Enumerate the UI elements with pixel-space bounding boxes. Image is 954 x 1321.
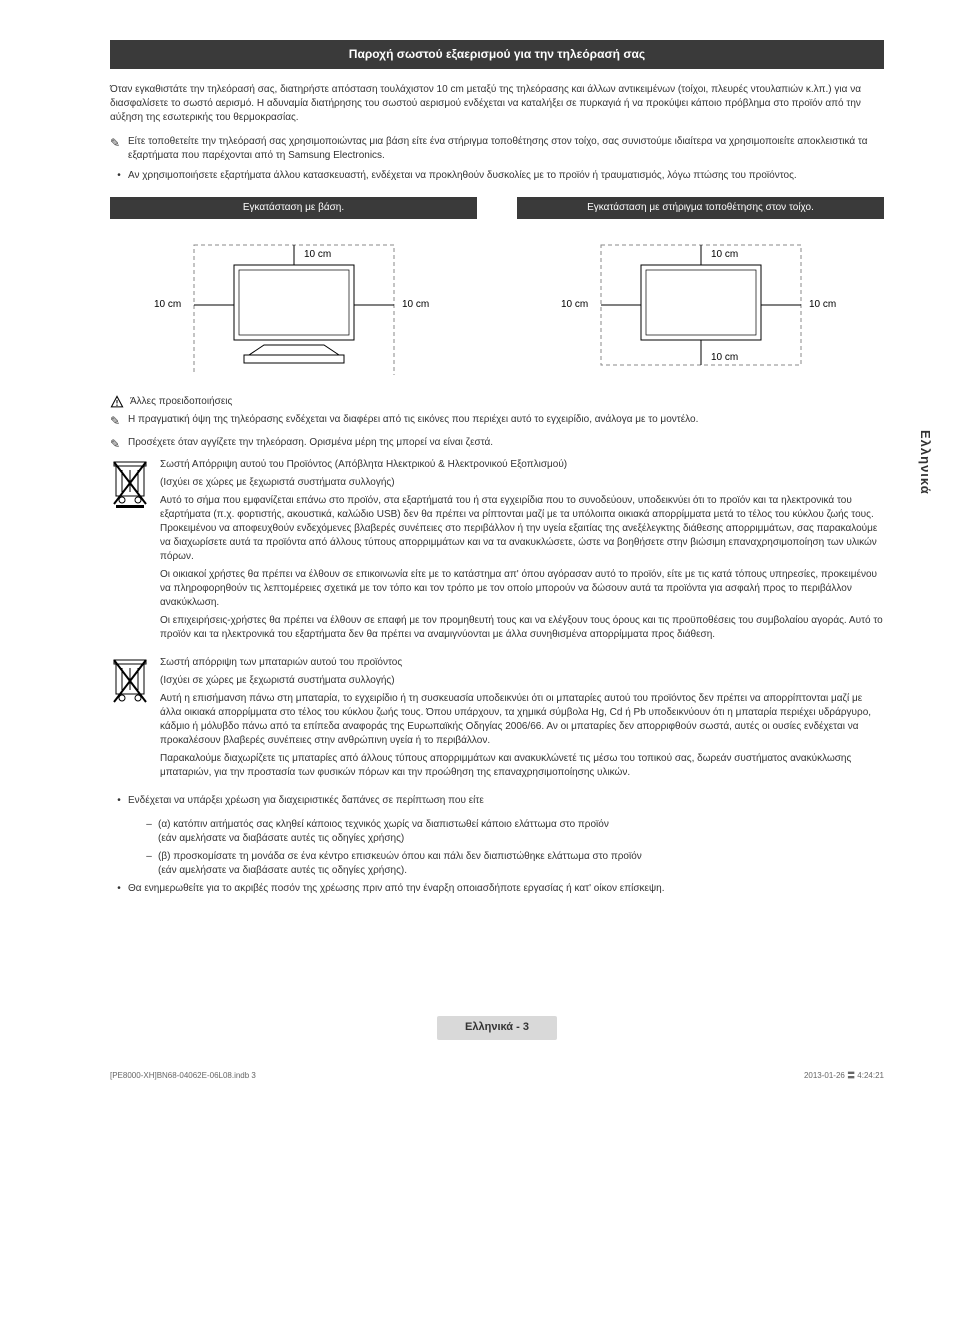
charge-a-text: (α) κατόπιν αιτήματός σας κληθεί κάποιος… — [158, 818, 609, 832]
disposal-p3: Οι επιχειρήσεις-χρήστες θα πρέπει να έλθ… — [160, 614, 884, 642]
disposal-block-battery: Σωστή απόρριψη των μπαταριών αυτού του π… — [110, 656, 884, 784]
intro-paragraph: Όταν εγκαθιστάτε την τηλεόρασή σας, διατ… — [110, 83, 884, 125]
wall-diagram-block: Εγκατάσταση με στήριγμα τοποθέτησης στον… — [517, 197, 884, 375]
warning-heading-row: Άλλες προειδοποιήσεις — [110, 395, 884, 409]
bullet-line-1: • Αν χρησιμοποιήσετε εξαρτήματα άλλου κα… — [110, 169, 884, 183]
svg-text:10 cm: 10 cm — [402, 299, 429, 310]
disposal-title: Σωστή απόρριψη των μπαταριών αυτού του π… — [160, 656, 884, 670]
note-line-3: ✎ Προσέχετε όταν αγγίζετε την τηλεόραση.… — [110, 436, 884, 453]
note-icon: ✎ — [110, 135, 128, 152]
svg-text:10 cm: 10 cm — [561, 299, 588, 310]
disposal-p1: Αυτή η επισήμανση πάνω στη μπαταρία, το … — [160, 692, 884, 748]
disposal-p1: Αυτό το σήμα που εμφανίζεται επάνω στο π… — [160, 494, 884, 564]
dash-icon: – — [140, 818, 158, 846]
charge-b-sub: (εάν αμελήσατε να διαβάσατε αυτές τις οδ… — [158, 864, 642, 878]
section-header: Παροχή σωστού εξαερισμού για την τηλεόρα… — [110, 40, 884, 69]
diagram-row: Εγκατάσταση με βάση. 10 cm 10 cm 10 cm Ε… — [110, 197, 884, 375]
meta-right: 2013-01-26 〓 4:24:21 — [804, 1070, 884, 1081]
disposal-scope: (Ισχύει σε χώρες με ξεχωριστά συστήματα … — [160, 674, 884, 688]
bullet-icon: • — [110, 794, 128, 808]
note-text: Είτε τοποθετείτε την τηλεόρασή σας χρησι… — [128, 135, 884, 163]
bottom-meta-row: [PE8000-XH]BN68-04062E-06L08.indb 3 2013… — [110, 1070, 884, 1081]
svg-text:10 cm: 10 cm — [809, 299, 836, 310]
stand-diagram-svg: 10 cm 10 cm 10 cm — [144, 235, 444, 375]
charge-final-line: • Θα ενημερωθείτε για το ακριβές ποσόν τ… — [110, 882, 884, 896]
charge-intro-text: Ενδέχεται να υπάρξει χρέωση για διαχειρι… — [128, 794, 484, 808]
wall-diagram-title: Εγκατάσταση με στήριγμα τοποθέτησης στον… — [517, 197, 884, 219]
charge-item-a: – (α) κατόπιν αιτήματός σας κληθεί κάποι… — [140, 818, 884, 846]
svg-text:10 cm: 10 cm — [711, 249, 738, 260]
note-line-2: ✎ Η πραγματική όψη της τηλεόρασης ενδέχε… — [110, 413, 884, 430]
disposal-p2: Οι οικιακοί χρήστες θα πρέπει να έλθουν … — [160, 568, 884, 610]
disposal-scope: (Ισχύει σε χώρες με ξεχωριστά συστήματα … — [160, 476, 884, 490]
note-text: Η πραγματική όψη της τηλεόρασης ενδέχετα… — [128, 413, 698, 427]
page-footer: Ελληνικά - 3 — [437, 1016, 557, 1039]
bullet-icon: • — [110, 169, 128, 183]
bullet-icon: • — [110, 882, 128, 896]
charge-sublist: – (α) κατόπιν αιτήματός σας κληθεί κάποι… — [140, 818, 884, 878]
note-text: Προσέχετε όταν αγγίζετε την τηλεόραση. Ο… — [128, 436, 493, 450]
warning-triangle-icon — [110, 395, 124, 409]
disposal-p2: Παρακαλούμε διαχωρίζετε τις μπαταρίες απ… — [160, 752, 884, 780]
note-icon: ✎ — [110, 413, 128, 430]
weee-bin-icon — [110, 458, 150, 646]
warning-heading-text: Άλλες προειδοποιήσεις — [130, 395, 232, 409]
disposal-battery-text: Σωστή απόρριψη των μπαταριών αυτού του π… — [160, 656, 884, 784]
charge-a-sub: (εάν αμελήσατε να διαβάσατε αυτές τις οδ… — [158, 832, 609, 846]
dash-icon: – — [140, 850, 158, 878]
charge-item-b: – (β) προσκομίσατε τη μονάδα σε ένα κέντ… — [140, 850, 884, 878]
disposal-product-text: Σωστή Απόρριψη αυτού του Προϊόντος (Απόβ… — [160, 458, 884, 646]
disposal-block-product: Σωστή Απόρριψη αυτού του Προϊόντος (Απόβ… — [110, 458, 884, 646]
meta-left: [PE8000-XH]BN68-04062E-06L08.indb 3 — [110, 1070, 256, 1081]
note-icon: ✎ — [110, 436, 128, 453]
charge-final-text: Θα ενημερωθείτε για το ακριβές ποσόν της… — [128, 882, 664, 896]
bullet-text: Αν χρησιμοποιήσετε εξαρτήματα άλλου κατα… — [128, 169, 797, 183]
stand-diagram-block: Εγκατάσταση με βάση. 10 cm 10 cm 10 cm — [110, 197, 477, 375]
note-line-1: ✎ Είτε τοποθετείτε την τηλεόρασή σας χρη… — [110, 135, 884, 163]
battery-bin-icon — [110, 656, 150, 784]
wall-diagram-svg: 10 cm 10 cm 10 cm 10 cm — [551, 235, 851, 375]
stand-diagram-title: Εγκατάσταση με βάση. — [110, 197, 477, 219]
disposal-title: Σωστή Απόρριψη αυτού του Προϊόντος (Απόβ… — [160, 458, 884, 472]
svg-text:10 cm: 10 cm — [154, 299, 181, 310]
charge-intro-line: • Ενδέχεται να υπάρξει χρέωση για διαχει… — [110, 794, 884, 808]
charge-b-text: (β) προσκομίσατε τη μονάδα σε ένα κέντρο… — [158, 850, 642, 864]
language-tab: Ελληνικά — [916, 430, 934, 495]
svg-text:10 cm: 10 cm — [304, 249, 331, 260]
svg-text:10 cm: 10 cm — [711, 352, 738, 363]
